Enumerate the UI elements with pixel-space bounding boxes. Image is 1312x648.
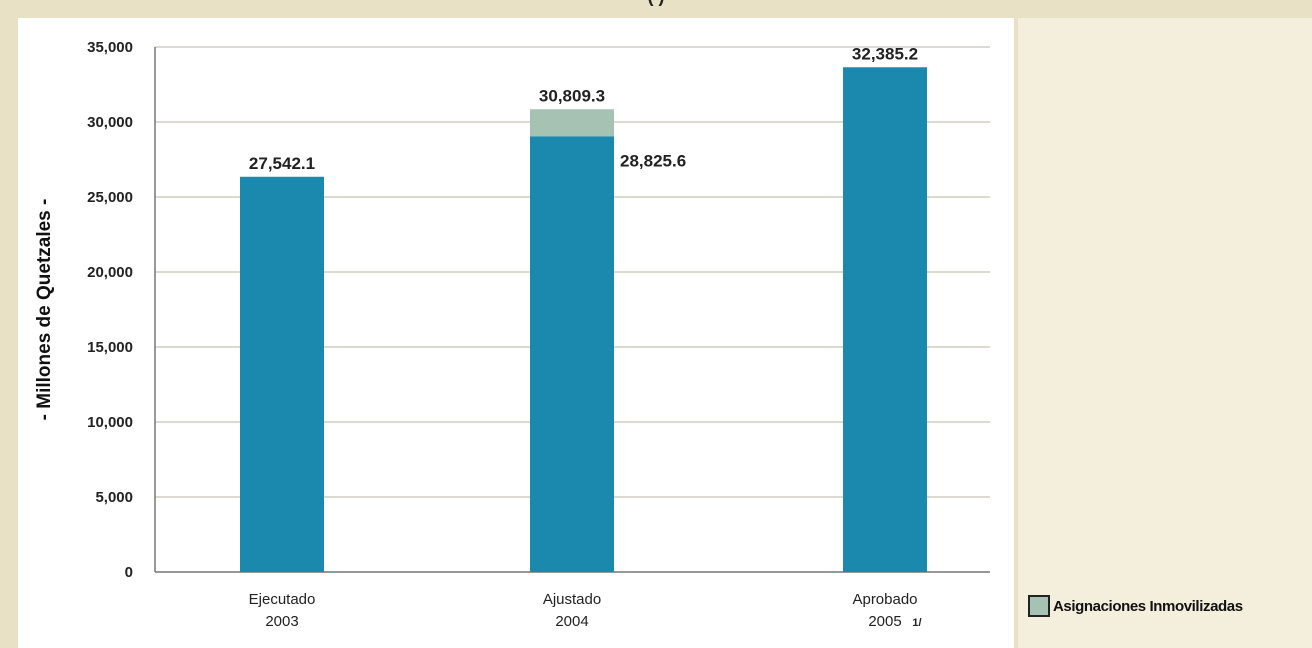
x-tick-label-year: 2003	[265, 613, 298, 630]
y-tick-label: 20,000	[87, 264, 133, 281]
chart-title-fragment: ( )	[0, 0, 1312, 6]
bar-total-label: 27,542.1	[249, 154, 315, 173]
bar-base	[843, 67, 927, 572]
x-tick-label: Ajustado	[543, 591, 601, 608]
bar-total-label: 30,809.3	[539, 86, 605, 105]
y-tick-label: 5,000	[95, 489, 133, 506]
footnote-marker: 1/	[912, 617, 921, 629]
x-tick-label-year: 2004	[555, 613, 588, 630]
legend: Asignaciones Inmovilizadas	[1028, 595, 1243, 617]
bar-base-label: 28,825.6	[620, 151, 686, 170]
y-tick-label: 35,000	[87, 39, 133, 56]
x-tick-label-year: 2005	[868, 613, 901, 630]
legend-label: Asignaciones Inmovilizadas	[1053, 597, 1243, 615]
x-tick-label: Ejecutado	[249, 591, 316, 608]
bar-base	[240, 176, 324, 572]
y-tick-label: 30,000	[87, 114, 133, 131]
y-tick-label: 10,000	[87, 414, 133, 431]
bar-total-label: 32,385.2	[852, 44, 918, 63]
bar-base	[530, 136, 614, 572]
y-axis-label: - Millones de Quetzales -	[34, 199, 55, 421]
y-tick-label: 15,000	[87, 339, 133, 356]
bar-chart: 0 5,000 10,000 15,000 20,000 25,000 30,000 35,0…	[34, 39, 990, 630]
x-tick-label: Aprobado	[852, 591, 917, 608]
y-tick-label: 0	[125, 564, 133, 581]
bar-inmovilizadas	[530, 109, 614, 137]
y-tick-label: 25,000	[87, 189, 133, 206]
legend-swatch	[1028, 595, 1050, 617]
legend-panel: Asignaciones Inmovilizadas	[1018, 18, 1312, 648]
